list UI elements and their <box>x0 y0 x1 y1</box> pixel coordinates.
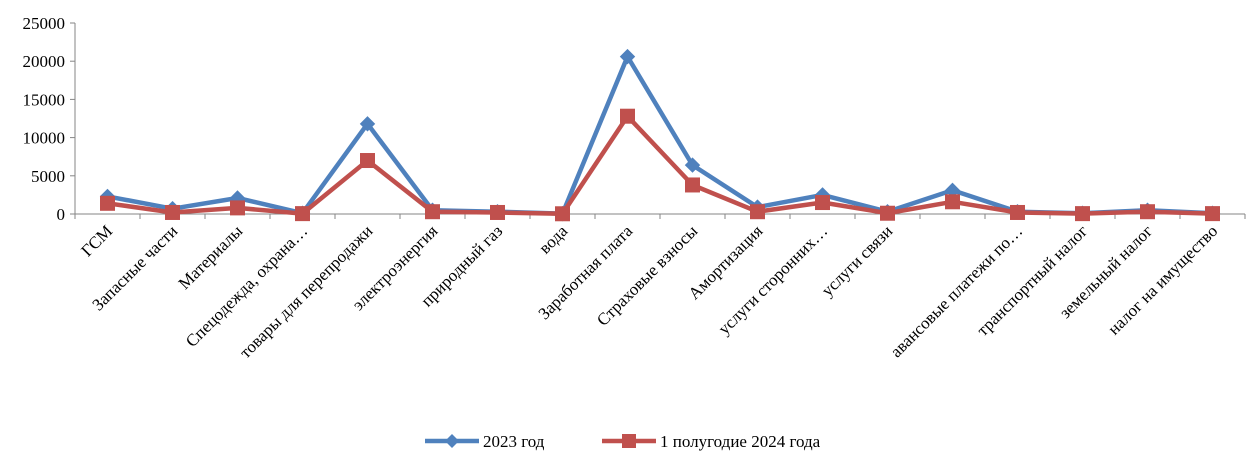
y-tick-label: 10000 <box>23 129 66 148</box>
data-point <box>620 108 635 124</box>
x-tick-label: товары для перепродажи <box>236 221 377 362</box>
data-point <box>684 157 701 173</box>
legend-marker <box>445 434 459 448</box>
y-tick-label: 20000 <box>23 52 66 71</box>
data-point <box>295 206 310 222</box>
x-tick-label: Спецодежда, охрана… <box>182 221 311 350</box>
x-tick-label: услуги сторонних… <box>714 221 831 338</box>
x-tick-label: транспортный налог <box>973 221 1091 339</box>
series-line <box>107 54 1213 216</box>
y-tick-label: 15000 <box>23 90 66 109</box>
legend-item-1[interactable]: 2023 год <box>425 432 545 451</box>
data-point <box>425 204 440 220</box>
data-point <box>619 48 636 65</box>
y-tick-label: 0 <box>57 205 66 224</box>
series-line <box>107 113 1213 217</box>
data-point <box>815 195 830 211</box>
data-point <box>1075 206 1090 222</box>
y-axis: 0 5000 10000 15000 20000 25000 <box>23 14 76 224</box>
x-tick-label: авансовые платежи по… <box>887 221 1027 361</box>
data-point <box>750 204 765 220</box>
data-point <box>230 200 245 216</box>
data-point <box>359 116 376 132</box>
legend-label: 2023 год <box>483 432 545 451</box>
data-point <box>165 204 180 220</box>
legend[interactable]: 2023 год 1 полугодие 2024 года <box>425 432 821 451</box>
x-tick-label: вода <box>535 221 571 257</box>
data-point <box>880 205 895 221</box>
legend-item-2[interactable]: 1 полугодие 2024 года <box>602 432 821 451</box>
y-tick-label: 25000 <box>23 14 66 33</box>
x-tick-label: налог на имущество <box>1104 221 1221 338</box>
legend-marker <box>622 434 636 448</box>
legend-label: 1 полугодие 2024 года <box>660 432 821 451</box>
data-point <box>1010 204 1025 220</box>
data-point <box>100 195 115 211</box>
y-tick-label: 5000 <box>31 167 65 186</box>
data-point <box>1205 206 1220 222</box>
data-point <box>1140 204 1155 220</box>
series-1 <box>99 48 1221 222</box>
data-point <box>945 194 960 210</box>
data-point <box>490 204 505 220</box>
data-point <box>685 177 700 193</box>
x-tick-label: ГСМ <box>77 221 116 260</box>
data-point <box>555 206 570 222</box>
series-2 <box>100 108 1220 222</box>
data-point <box>360 153 375 169</box>
series-layer <box>99 48 1221 222</box>
